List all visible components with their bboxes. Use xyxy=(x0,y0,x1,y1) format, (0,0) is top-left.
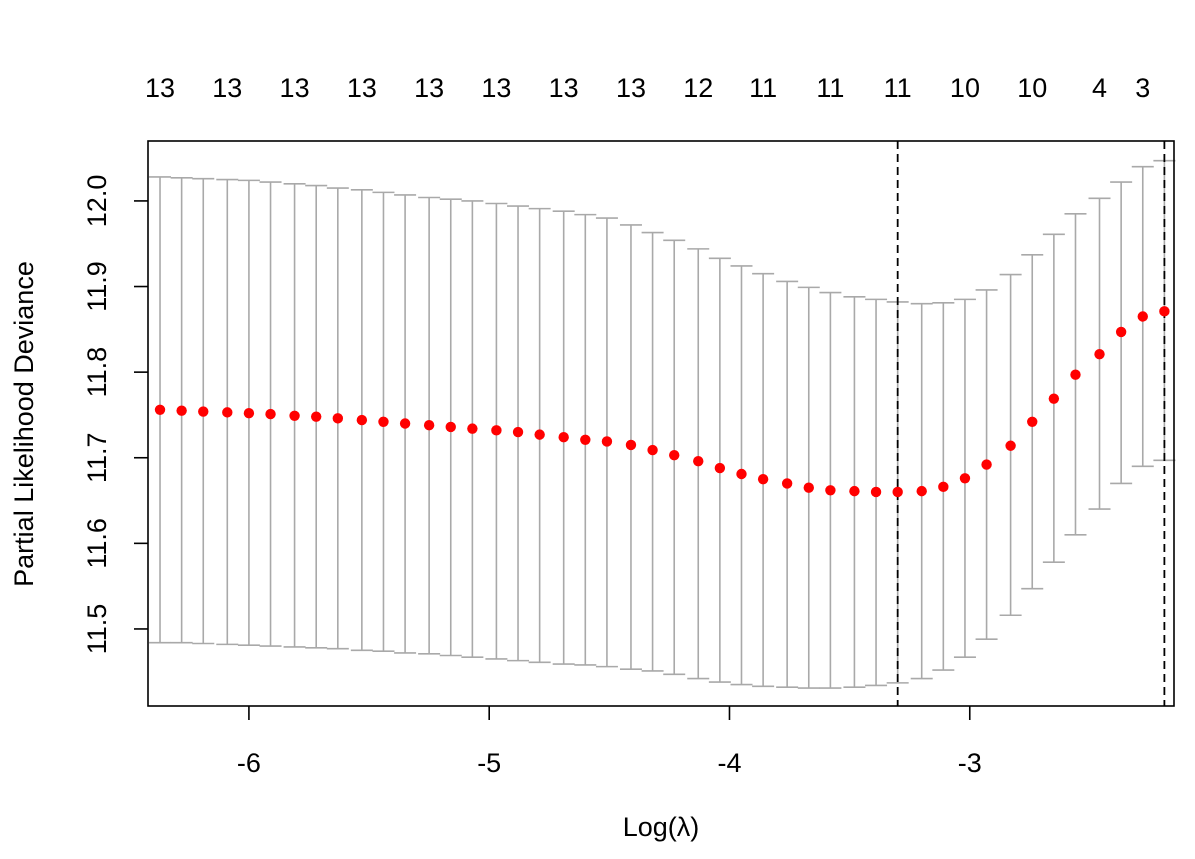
top-axis-label: 13 xyxy=(347,73,377,103)
top-axis-label: 13 xyxy=(616,73,646,103)
data-point xyxy=(1005,440,1016,451)
x-tick-label: -4 xyxy=(717,748,741,778)
data-point xyxy=(981,459,992,470)
data-point xyxy=(757,473,769,485)
top-axis-label: 13 xyxy=(481,73,511,103)
data-point xyxy=(243,408,255,419)
top-axis-label: 13 xyxy=(280,73,310,103)
data-point xyxy=(222,407,233,418)
data-point xyxy=(892,486,903,498)
data-point xyxy=(693,455,704,467)
reference-lines xyxy=(896,141,1166,706)
data-point xyxy=(198,406,209,417)
data-point xyxy=(534,429,545,440)
data-point xyxy=(736,468,747,480)
data-point xyxy=(1115,326,1127,338)
x-tick-label: -6 xyxy=(237,748,261,778)
x-tick-label: -3 xyxy=(958,748,982,778)
data-point xyxy=(647,444,658,456)
data-point xyxy=(825,485,836,496)
data-point xyxy=(265,408,276,420)
data-point xyxy=(781,478,793,489)
data-point xyxy=(938,481,949,493)
top-axis-label: 4 xyxy=(1092,73,1107,103)
data-point xyxy=(1094,348,1105,360)
data-point xyxy=(803,482,814,493)
data-point xyxy=(289,410,300,421)
plot-frame xyxy=(147,140,1175,707)
data-point xyxy=(1070,369,1081,380)
y-tick-label: 11.9 xyxy=(82,261,112,312)
data-point xyxy=(399,418,411,429)
top-axis-labels: 13 13 13 13 13 13 13 13 12 11 11 11 10 10 4 3 xyxy=(145,73,1150,103)
data-point xyxy=(512,426,524,438)
top-axis-label: 12 xyxy=(683,73,713,103)
y-tick-label: 11.7 xyxy=(82,432,112,483)
top-axis-label: 13 xyxy=(145,73,175,103)
y-axis: 11.5 11.6 11.7 11.8 11.9 12.0 xyxy=(82,175,148,655)
data-point xyxy=(625,439,637,451)
data-point xyxy=(445,421,456,433)
data-point xyxy=(467,423,478,434)
top-axis-label: 3 xyxy=(1135,73,1150,103)
y-tick-label: 11.6 xyxy=(82,518,112,569)
data-point xyxy=(1027,416,1038,427)
top-axis-label: 11 xyxy=(816,73,844,103)
data-point xyxy=(1048,393,1060,404)
data-point xyxy=(332,413,344,424)
data-point xyxy=(491,425,502,436)
data-point xyxy=(1159,306,1170,317)
data-points xyxy=(154,306,1170,498)
data-point xyxy=(423,420,435,431)
data-point xyxy=(870,486,882,498)
data-point xyxy=(580,434,591,445)
top-axis-label: 10 xyxy=(950,73,980,103)
x-axis: -6 -5 -4 -3 xyxy=(237,706,982,778)
top-axis-label: 11 xyxy=(749,73,777,103)
top-axis-label: 13 xyxy=(414,73,444,103)
x-tick-label: -5 xyxy=(477,748,501,778)
data-point xyxy=(959,473,971,484)
y-tick-label: 11.8 xyxy=(82,347,112,398)
x-axis-title: Log(λ) xyxy=(623,812,700,842)
data-point xyxy=(558,431,569,443)
data-point xyxy=(916,485,927,497)
data-point xyxy=(176,405,187,416)
data-point xyxy=(714,462,726,474)
data-point xyxy=(849,485,860,497)
data-point xyxy=(356,414,368,426)
top-axis-label: 13 xyxy=(549,73,579,103)
data-point xyxy=(310,411,322,422)
y-tick-label: 11.5 xyxy=(82,604,112,655)
top-axis-label: 11 xyxy=(884,73,912,103)
data-point xyxy=(154,404,166,416)
y-tick-label: 12.0 xyxy=(82,175,112,228)
data-point xyxy=(378,416,389,427)
data-point xyxy=(669,449,680,461)
data-point xyxy=(601,436,613,447)
top-axis-label: 13 xyxy=(212,73,242,103)
data-point xyxy=(1137,311,1148,322)
top-axis-label: 10 xyxy=(1017,73,1047,103)
y-axis-title: Partial Likelihood Deviance xyxy=(9,261,39,587)
